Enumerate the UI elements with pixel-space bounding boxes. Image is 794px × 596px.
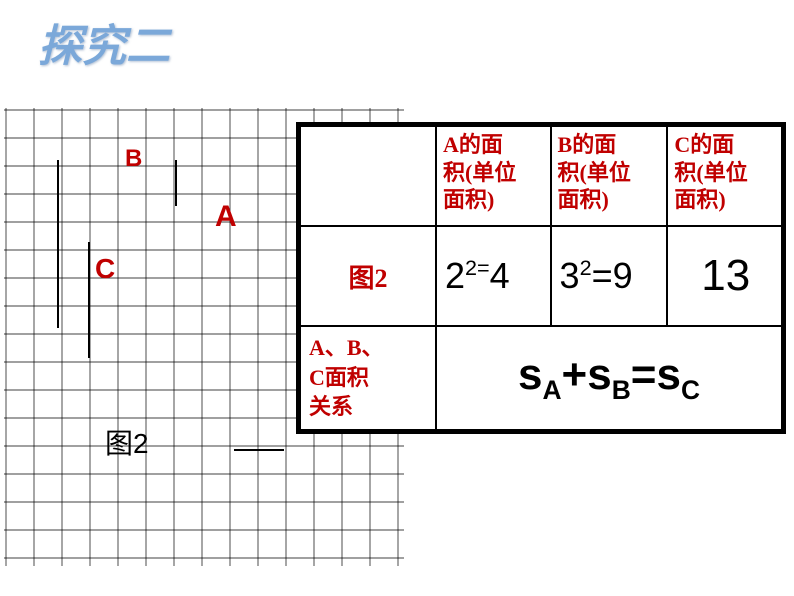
cell-a-value: 22=4 [436, 226, 551, 326]
table-header-row: A的面 积(单位 面积) B的面 积(单位 面积) C的面 积(单位 面积) [300, 126, 782, 226]
table-row-relation: A、B、 C面积 关系 sA+sB=sC [300, 326, 782, 430]
label-b: B [125, 145, 142, 173]
header-b: B的面 积(单位 面积) [551, 126, 668, 226]
row-label-relation: A、B、 C面积 关系 [300, 326, 436, 430]
header-empty [300, 126, 436, 226]
page-title: 探究二 [38, 10, 170, 74]
figure-label: 图2 [105, 422, 149, 462]
row-label-fig2: 图2 [300, 226, 436, 326]
cell-formula: sA+sB=sC [436, 326, 782, 430]
header-c: C的面 积(单位 面积) [667, 126, 782, 226]
label-a: A [215, 200, 237, 234]
cell-b-value: 32=9 [551, 226, 668, 326]
cell-c-value: 13 [667, 226, 782, 326]
header-a: A的面 积(单位 面积) [436, 126, 551, 226]
data-table: A的面 积(单位 面积) B的面 积(单位 面积) C的面 积(单位 面积) 图… [296, 122, 786, 434]
table-row-values: 图2 22=4 32=9 13 [300, 226, 782, 326]
label-c: C [95, 253, 115, 285]
